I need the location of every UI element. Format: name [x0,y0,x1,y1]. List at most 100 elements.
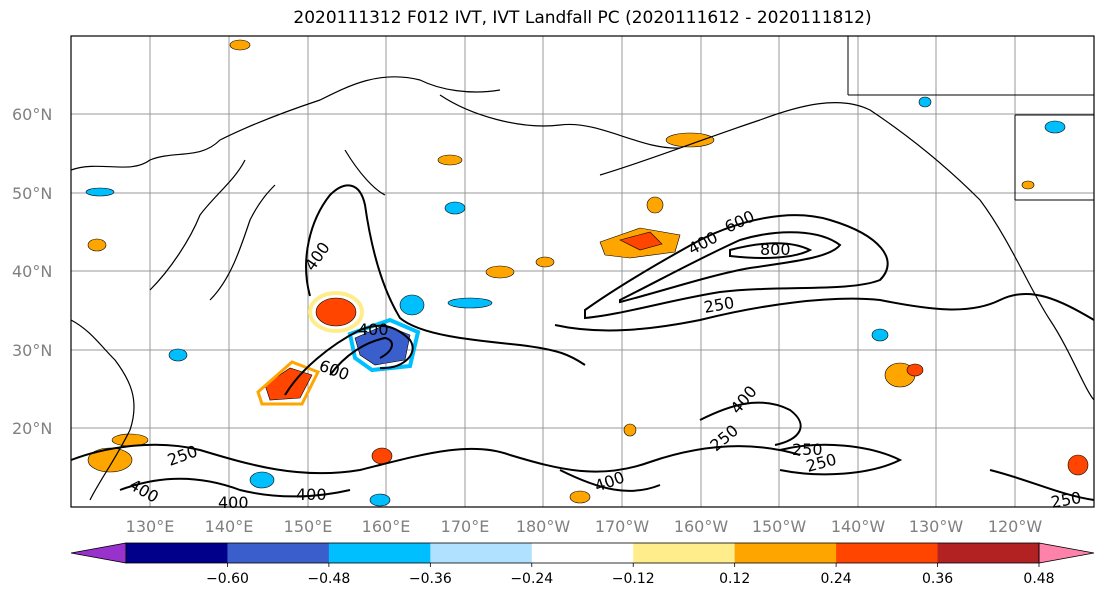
coastline-bering [439,94,681,149]
lat-label: 60°N [12,105,52,124]
shade-blob [619,231,663,251]
lon-label: 160°E [362,517,411,536]
contour-400-southcentral [559,469,661,492]
colorbar-tick-label: −0.24 [510,571,553,587]
lon-labels: 130°E 140°E 150°E 160°E 170°E 180°W 170°… [126,517,1043,536]
colorbar-extend-high [1038,542,1095,564]
contour-label: 250 [792,440,823,459]
lat-label: 30°N [12,341,52,360]
contour-250-southeast [989,469,1095,501]
lon-label: 120°W [988,517,1043,536]
contour-250-main [554,292,1095,332]
colorbar-tick-label: −0.36 [409,571,452,587]
shade-blob [437,154,463,166]
shade-blob [315,297,357,327]
shade-blob [249,471,275,489]
contour-400-south [119,477,351,498]
colorbar-tick-label: −0.60 [206,571,249,587]
gridlines [71,36,1094,507]
shade-blob [447,297,493,309]
colorbar-segment [328,543,431,563]
lon-label: 140°W [831,517,886,536]
contour-400-jet [284,324,414,396]
shade-blob [308,291,364,333]
colorbar-tick-label: 0.48 [1023,571,1054,587]
colorbar-segment [734,543,837,563]
coastline-japan [209,184,276,301]
lon-label: 150°E [284,517,333,536]
contour-400-subtropical [699,401,802,446]
coastlines [70,36,1095,501]
contour-400-west [305,184,586,366]
colorbar-segment [126,543,228,563]
shade-blob [623,423,637,437]
coastline-china [70,319,135,501]
lon-label: 140°E [205,517,254,536]
colorbar-tick-label: −0.48 [307,571,350,587]
colorbar-segment [531,543,634,563]
shade-blob [535,256,555,268]
colorbar-tick-label: 0.24 [821,571,852,587]
lon-label: 180°W [516,517,571,536]
colorbar-tick-label: −0.12 [612,571,655,587]
map-border [70,35,1095,508]
lon-label: 130°E [126,517,175,536]
contour-label: 800 [760,240,791,259]
shade-blob [369,493,391,507]
lon-label: 170°W [595,517,650,536]
lon-label: 170°E [441,517,490,536]
shade-blob [87,238,107,252]
ivt-contours [70,184,1095,501]
coastline-asia [70,76,501,171]
lon-label: 130°W [909,517,964,536]
shade-blob [918,96,932,108]
shaded-anomalies [85,39,1089,507]
coastline-north-america [599,101,1095,401]
coastline-kamchatka [344,149,386,196]
contour-250-east [779,443,903,476]
shade-blob [444,201,466,215]
shade-blob [1044,120,1066,134]
colorbar-segment [633,543,736,563]
contour-400-main [584,214,889,320]
shade-blob [256,360,321,406]
shade-blob [168,348,188,362]
shade-blob [1067,454,1089,476]
shade-blob [399,294,425,316]
shade-blob [485,265,515,279]
colorbar: −0.60 −0.48 −0.36 −0.24 −0.12 0.12 0.24 0.36 0.4… [70,542,1095,587]
colorbar-tick-label: 0.36 [922,571,953,587]
contour-800-main [729,242,813,259]
lat-label: 40°N [12,262,52,281]
lat-label: 20°N [12,419,52,438]
shade-blob [85,187,115,197]
shade-blob [871,328,889,342]
shade-blob [229,39,251,51]
colorbar-segment [836,543,939,563]
contour-label: 250 [1049,488,1082,512]
colorbar-tick-label: 0.12 [719,571,750,587]
colorbar-segment [430,543,533,563]
shade-blob [354,324,411,366]
colorbar-extend-low [70,542,127,564]
contour-250-south [70,443,801,475]
shade-blob [1021,180,1035,190]
colorbar-segment [937,543,1040,563]
map-title: 2020111312 F012 IVT, IVT Landfall PC (20… [293,8,872,28]
colorbar-segment [227,543,330,563]
state-borders [847,36,1094,201]
shade-blob [569,490,591,504]
shade-blob [646,196,664,214]
contour-label: 400 [218,493,249,512]
contour-label: 400 [296,485,327,504]
contour-600-main [619,231,842,304]
lat-labels: 60°N 50°N 40°N 30°N 20°N [12,105,52,438]
map-panel: 400 400 600 400 600 800 250 400 250 250 … [70,35,1095,512]
shade-blob [906,363,924,377]
contour-label: 400 [358,320,389,339]
contour-600-jet [329,336,393,376]
colorbar-outline [125,542,1040,564]
shade-blob [665,132,715,148]
lon-label: 150°W [752,517,807,536]
